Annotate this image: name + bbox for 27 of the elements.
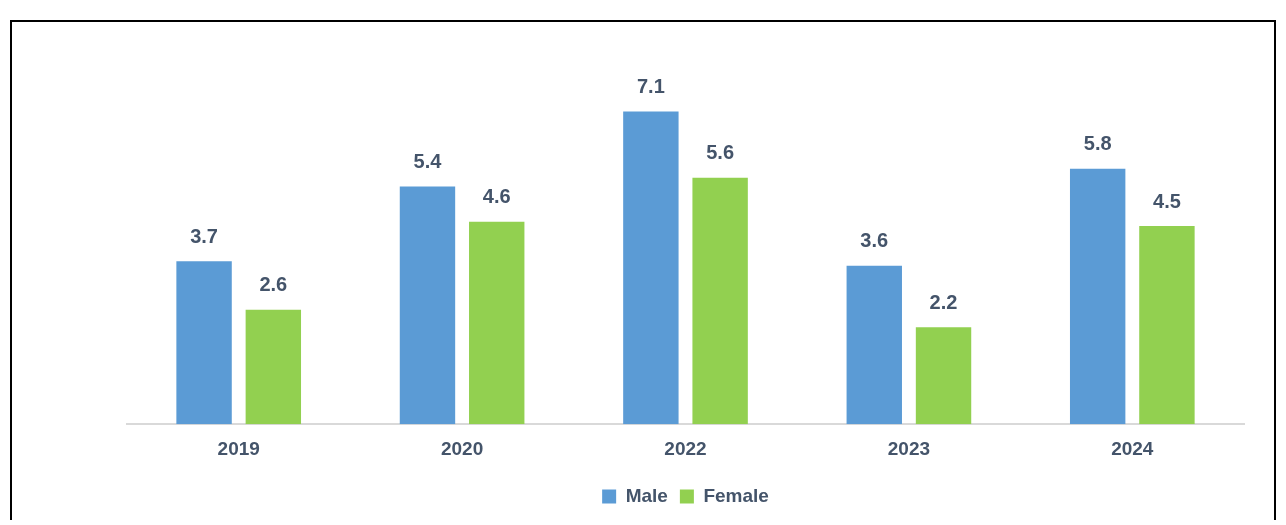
data-label: 3.6	[860, 229, 889, 252]
data-label: 5.8	[1083, 132, 1112, 155]
data-label: 3.7	[190, 224, 218, 247]
x-tick-label: 2022	[664, 437, 707, 459]
bar	[469, 221, 525, 425]
legend-label: Male	[625, 484, 668, 506]
bar	[915, 327, 972, 425]
data-label: 4.6	[482, 185, 511, 208]
bar	[1139, 226, 1195, 425]
bar	[1069, 168, 1126, 425]
bar	[846, 265, 902, 425]
data-label: 7.1	[636, 75, 665, 98]
x-tick-label: 2024	[1111, 437, 1154, 459]
x-tick-label: 2019	[217, 437, 260, 459]
data-label: 2.2	[929, 290, 958, 313]
x-tick-label: 2020	[440, 437, 484, 459]
bar	[623, 111, 679, 425]
data-label: 4.5	[1153, 189, 1181, 212]
data-label: 5.6	[706, 141, 735, 164]
bar	[692, 177, 748, 425]
data-label: 5.4	[413, 149, 443, 172]
x-tick-label: 2023	[887, 437, 931, 459]
legend-label: Female	[703, 484, 769, 506]
data-label: 2.6	[259, 273, 288, 296]
bar	[245, 309, 302, 425]
bar	[399, 186, 456, 425]
bar	[176, 261, 232, 425]
